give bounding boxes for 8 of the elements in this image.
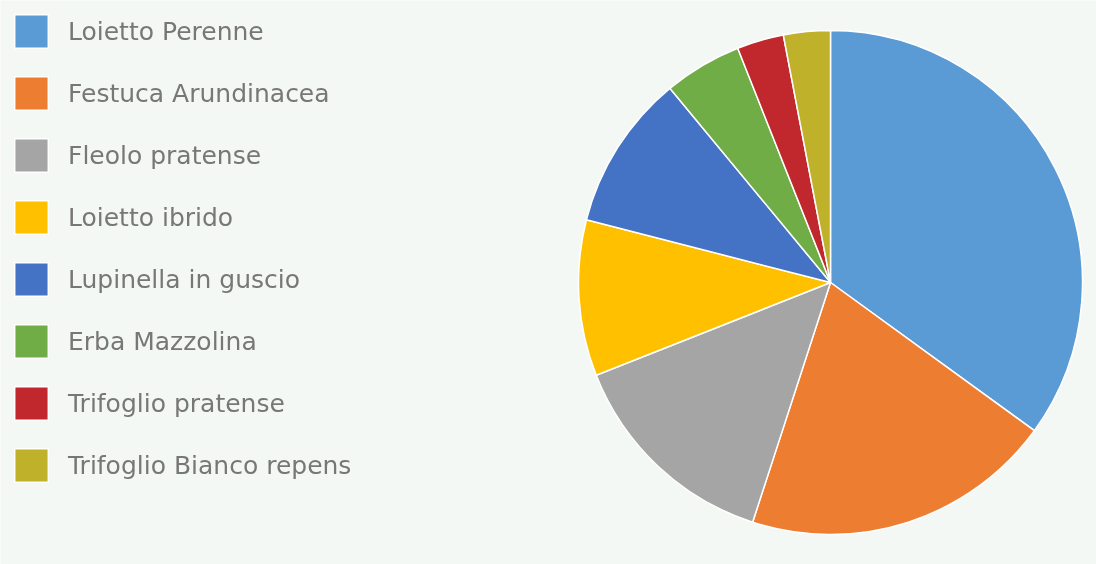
legend-label: Festuca Arundinacea — [68, 78, 330, 108]
legend-label: Loietto Perenne — [68, 16, 264, 46]
legend-label: Loietto ibrido — [68, 202, 234, 232]
legend-label: Trifoglio Bianco repens — [68, 450, 352, 480]
legend-label: Trifoglio pratense — [68, 388, 285, 418]
legend-label: Lupinella in guscio — [68, 264, 300, 294]
legend-label: Erba Mazzolina — [68, 326, 257, 356]
legend-label: Fleolo pratense — [68, 140, 262, 170]
